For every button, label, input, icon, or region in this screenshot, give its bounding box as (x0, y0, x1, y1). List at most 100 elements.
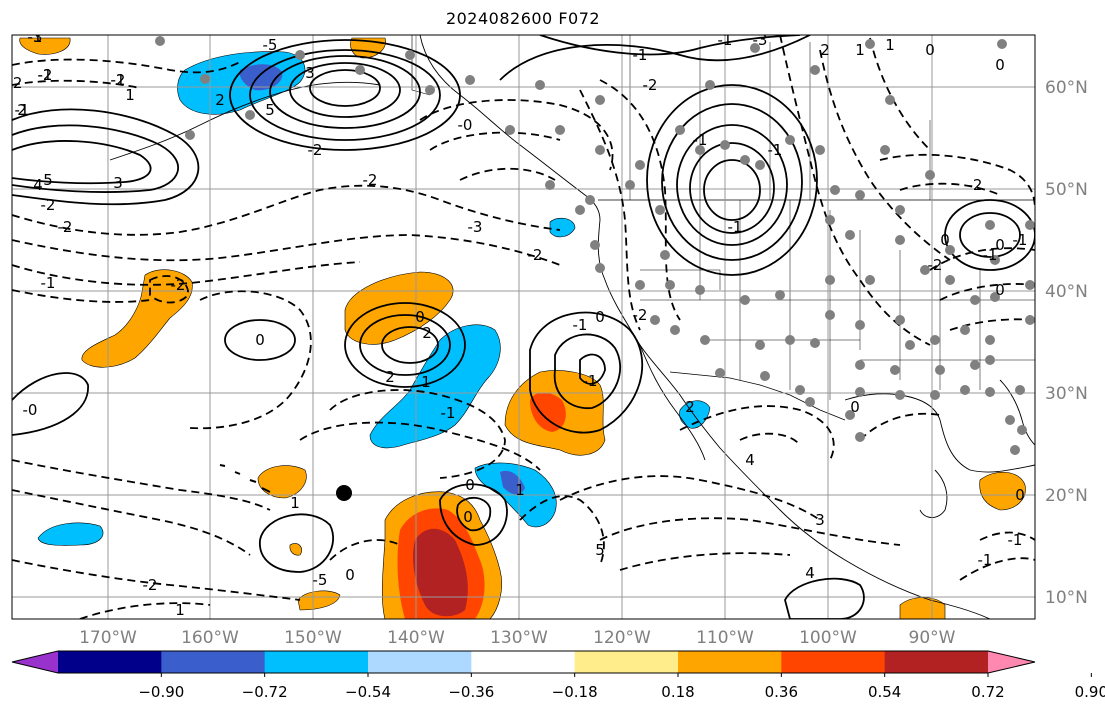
contour-neg-b (12, 79, 141, 89)
station-dot (930, 335, 940, 345)
station-dot (825, 215, 835, 225)
station-dot (200, 74, 210, 84)
station-dot (880, 145, 890, 155)
contour-pos-alaska-top2 (539, 35, 801, 56)
contour-neg-m (869, 37, 931, 151)
pos-anomaly-south (899, 597, 946, 619)
station-dot (925, 170, 935, 180)
station-dot (545, 180, 555, 190)
contour-label: -0 (23, 401, 38, 419)
contour-pos-high-d (289, 62, 401, 118)
neg-anomaly-central (369, 324, 501, 449)
contour-label: -1 (1008, 531, 1023, 549)
contour-pos-west-a (12, 108, 200, 206)
station-dot (945, 245, 955, 255)
colorbar-segment (58, 651, 162, 673)
contour-label: 1 (421, 373, 431, 391)
contour-pos-west-b (12, 124, 179, 193)
station-dot (740, 295, 750, 305)
contour-label: 0 (1015, 486, 1025, 504)
station-dot (825, 275, 835, 285)
colorbar-tick-label: 0.18 (661, 683, 694, 701)
contour-neg-r (12, 459, 271, 511)
colorbar-extend-right (988, 651, 1035, 673)
contour-label: -1 (41, 274, 56, 292)
colorbar-tick-label: −0.90 (138, 683, 184, 701)
lon-label: 170°W (79, 628, 137, 648)
contour-label: -1 (441, 404, 456, 422)
contour-neg-u (79, 602, 211, 619)
station-dot (245, 110, 255, 120)
contour-label: 0 (850, 398, 860, 416)
contour-neg-z (619, 552, 791, 571)
contour-label: -2 (171, 276, 186, 294)
contour-label: -1 (978, 551, 993, 569)
station-dot (920, 265, 930, 275)
contour-label: -3 (753, 31, 768, 49)
colorbar-tick-label: 0.72 (971, 683, 1004, 701)
contour-label: -2 (8, 74, 23, 92)
station-dot (960, 385, 970, 395)
station-dot (1025, 315, 1035, 325)
station-dot (855, 190, 865, 200)
contour-pos-east-b (553, 333, 622, 409)
station-dot (355, 65, 365, 75)
station-dot (660, 250, 670, 260)
contours (12, 35, 1035, 619)
coast-aleutians (109, 81, 381, 161)
lon-label: 90°W (909, 628, 956, 648)
station-dot (465, 75, 475, 85)
station-dot (825, 310, 835, 320)
contour-label: -1 (728, 218, 743, 236)
contour-label: 0 (465, 476, 475, 494)
station-dot (585, 195, 595, 205)
contour-pos-sub-b (456, 496, 492, 532)
contour-pos-high-a (229, 39, 461, 151)
pos-anomaly-hawaii (257, 465, 307, 499)
station-dot (970, 360, 980, 370)
station-dot (855, 320, 865, 330)
lon-label: 110°W (696, 628, 754, 648)
contour-label: 5 (595, 541, 605, 559)
coast-baja (639, 344, 706, 461)
contour-label: 0 (940, 231, 950, 249)
contour-neg-g (189, 290, 312, 430)
colorbar-segment (884, 651, 989, 673)
contour-label: -1 (718, 31, 733, 49)
contour-neg-ac (879, 153, 1035, 211)
station-dot (985, 220, 995, 230)
contour-pos-west-lower (12, 372, 89, 436)
station-dot (155, 36, 165, 46)
colorbar-outline (11, 650, 1036, 674)
station-dot (990, 255, 1000, 265)
colorbar-segment (264, 651, 369, 673)
colorbar-tick-label: 0.90 (1075, 683, 1105, 701)
station-dot (1015, 385, 1025, 395)
station-dot (595, 263, 605, 273)
contour-pos-high-b (249, 49, 441, 141)
contour-label: -0 (458, 116, 473, 134)
station-dot (650, 315, 660, 325)
colorbar-segment (368, 651, 472, 673)
contour-label: -3 (468, 218, 483, 236)
border-states (640, 200, 1035, 400)
station-dot (815, 145, 825, 155)
lon-label: 130°W (490, 628, 548, 648)
contour-label: -2 (308, 141, 323, 159)
station-dot (810, 338, 820, 348)
contour-label: -2 (363, 171, 378, 189)
station-dot (590, 240, 600, 250)
colorbar-segment (471, 651, 576, 673)
contour-label: 2 (17, 101, 27, 119)
contour-label: -1 (28, 28, 43, 46)
latitude-labels: 60°N 50°N 40°N 30°N 20°N 10°N (1045, 78, 1088, 608)
contour-label: 0 (595, 308, 605, 326)
station-dot (855, 360, 865, 370)
lon-label: 120°W (593, 628, 651, 648)
contour-label: -1 (38, 66, 53, 84)
station-dot (885, 95, 895, 105)
contour-label: -5 (263, 36, 278, 54)
contour-label: 1 (125, 86, 135, 104)
station-dot (675, 125, 685, 135)
station-dot (855, 387, 865, 397)
